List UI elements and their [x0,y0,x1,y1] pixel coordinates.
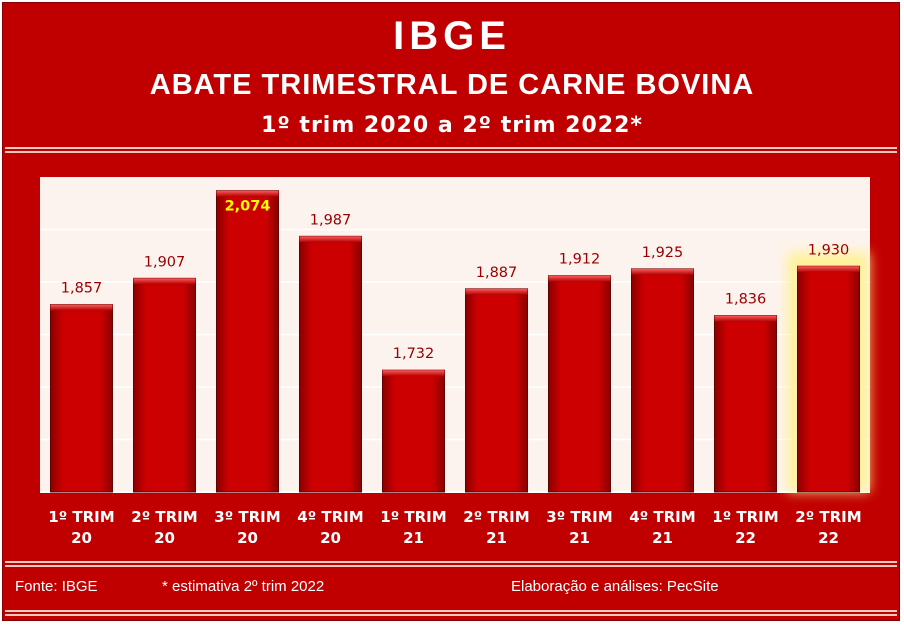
footer-note: * estimativa 2º trim 2022 [162,578,325,595]
chart-period: 1º trim 2020 a 2º trim 2022* [261,113,643,138]
x-tick-label: 1º TRIM [380,508,446,526]
x-tick-label-year: 21 [569,529,590,547]
bottom-divider-inner [5,614,897,616]
bar-cap [216,190,279,197]
x-tick-label: 4º TRIM [629,508,695,526]
bar-cap [714,315,777,322]
footer-divider [5,561,897,563]
x-tick-label: 4º TRIM [297,508,363,526]
x-tick-label-year: 21 [403,529,424,547]
bar-cap [382,370,445,377]
bar-cap [133,278,196,285]
x-tick-label-year: 20 [154,529,175,547]
data-label: 2,074 [225,199,271,215]
bar [714,315,777,493]
header-divider [5,147,897,149]
footer-source: Fonte: IBGE [15,578,98,595]
bar [465,288,528,493]
bar [50,304,113,493]
bar [797,265,860,493]
x-tick-label: 1º TRIM [712,508,778,526]
data-label: 1,732 [393,346,435,362]
data-label: 1,887 [476,265,518,281]
bar [216,190,279,493]
bar [548,275,611,493]
bar [299,235,362,493]
chart-subtitle: ABATE TRIMESTRAL DE CARNE BOVINA [149,69,755,101]
x-tick-label-year: 20 [320,529,341,547]
data-label: 1,857 [61,281,103,297]
x-tick-label: 2º TRIM [131,508,197,526]
data-label: 1,987 [310,212,352,228]
data-label: 1,836 [725,292,767,308]
bar [133,277,196,493]
x-tick-label: 3º TRIM [546,508,612,526]
bottom-divider [5,610,897,612]
bar-cap [299,236,362,243]
x-tick-label-year: 21 [652,529,673,547]
bar [631,268,694,493]
bar-cap [797,266,860,273]
x-tick-label: 1º TRIM [48,508,114,526]
footer-divider-inner [5,565,897,567]
bar-cap [50,304,113,311]
data-label: 1,912 [559,252,601,268]
x-tick-label-year: 22 [818,529,839,547]
bar-cap [548,275,611,282]
x-tick-label: 3º TRIM [214,508,280,526]
x-tick-label-year: 21 [486,529,507,547]
chart-title: IBGE [393,14,511,58]
x-tick-label-year: 22 [735,529,756,547]
x-tick-label-year: 20 [71,529,92,547]
header-divider-inner [5,151,897,153]
x-tick-label: 2º TRIM [795,508,861,526]
chart-area: 1,857 1º TRIM 20 1,907 2º TRIM 20 2,074 3º TRIM… [5,157,897,557]
data-label: 1,925 [642,245,684,261]
x-tick-label: 2º TRIM [463,508,529,526]
bar-cap [465,288,528,295]
x-tick-label-year: 20 [237,529,258,547]
data-label: 1,907 [144,254,186,270]
data-label: 1,930 [808,242,850,258]
bar-cap [631,268,694,275]
bar-chart: 1,857 1º TRIM 20 1,907 2º TRIM 20 2,074 3º TRIM… [40,177,870,547]
bar [382,369,445,493]
footer-credit: Elaboração e análises: PecSite [511,578,719,595]
